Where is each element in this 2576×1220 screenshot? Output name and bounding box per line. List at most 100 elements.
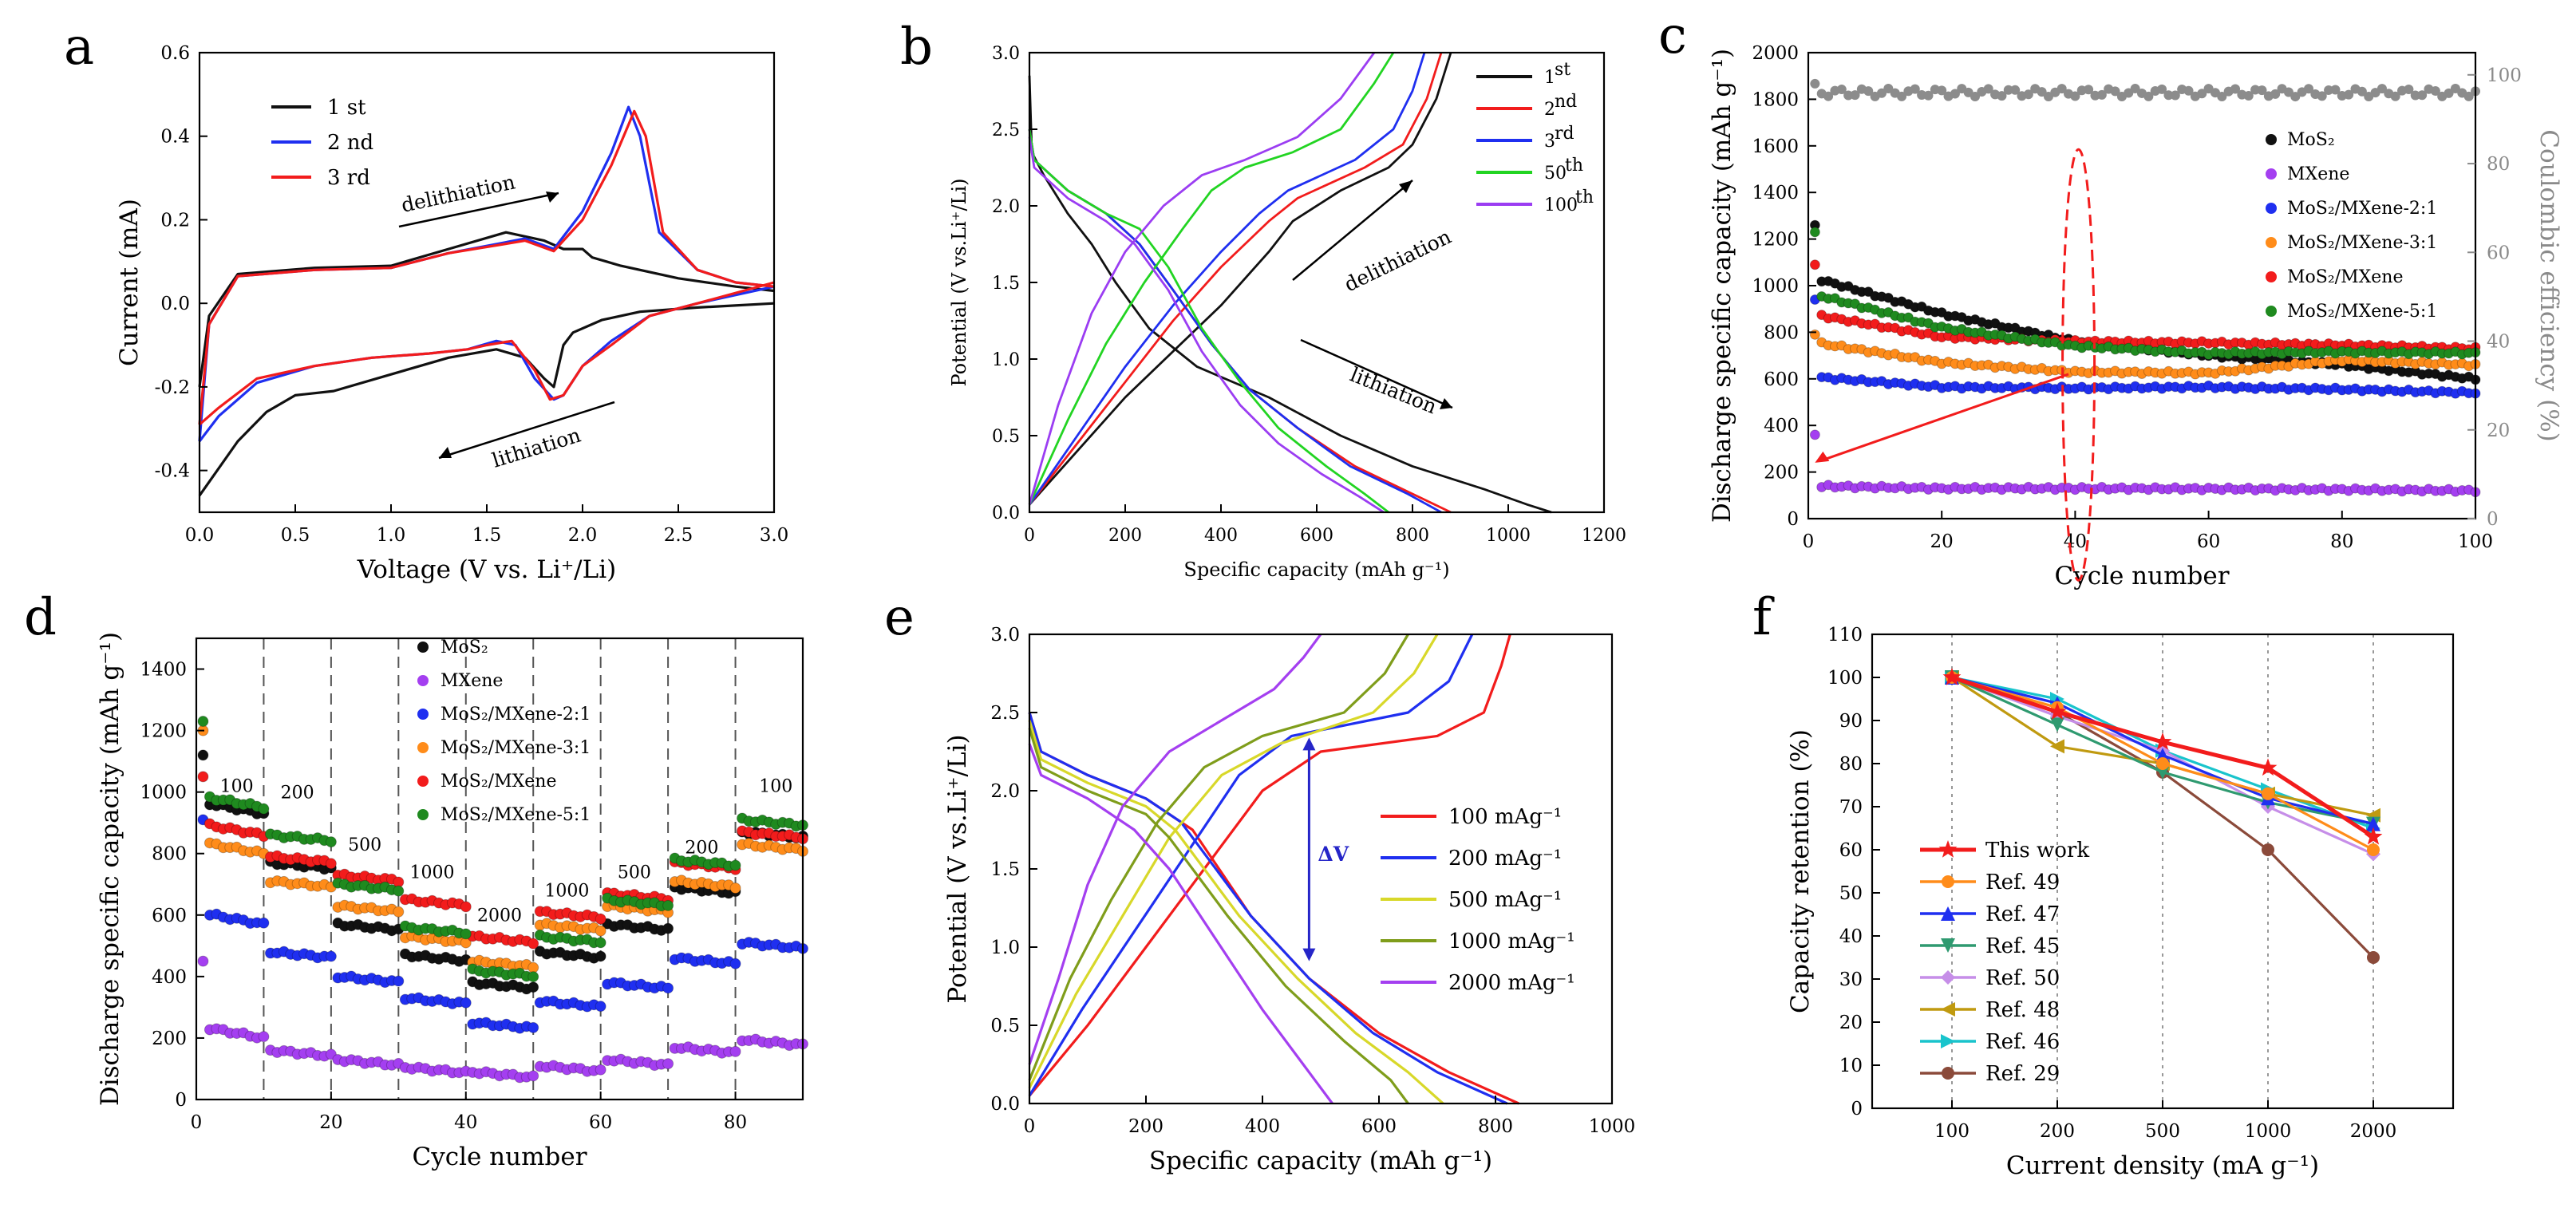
x-tick-label: 2.5 <box>664 525 693 546</box>
retention-point <box>2364 827 2383 845</box>
annotation-delithiation: delithiation <box>1341 225 1455 297</box>
x-tick-label: 2.0 <box>568 525 598 546</box>
x-tick-label: 80 <box>724 1112 747 1133</box>
rate-capacity-point <box>595 925 606 937</box>
rate-capacity-point <box>595 1064 606 1076</box>
retention-point <box>2262 787 2274 800</box>
ce-point <box>2130 84 2140 94</box>
x-tick-label: 100 <box>1934 1121 1970 1142</box>
x-tick-label: 600 <box>1361 1116 1397 1137</box>
rate-capacity-point <box>527 981 539 993</box>
charge-curve-4 <box>1028 52 1376 505</box>
legend-marker <box>2266 271 2277 282</box>
rate-label: 500 <box>348 835 381 855</box>
x-tick-label: 800 <box>1396 526 1429 546</box>
x-tick-label: 200 <box>2040 1121 2075 1142</box>
x-tick-label: 1200 <box>1582 526 1626 546</box>
discharge-curve-0 <box>1028 712 1519 1105</box>
legend-marker <box>417 742 429 753</box>
x-tick-label: 200 <box>1108 526 1142 546</box>
rate-capacity-point <box>197 771 209 783</box>
rate-capacity-point <box>197 955 209 967</box>
legend-label: MoS₂/MXene-2:1 <box>2287 199 2437 219</box>
legend-label: MoS₂/MXene-3:1 <box>441 738 591 758</box>
capacity-point <box>1809 259 1820 270</box>
y-tick-label: 0.0 <box>990 1094 1020 1115</box>
rate-capacity-point <box>197 716 209 728</box>
ce-point <box>1836 85 1847 95</box>
annotation-lithiation: lithiation <box>489 424 583 472</box>
y-tick-label: 1400 <box>140 660 187 681</box>
y-tick-label: 1200 <box>1752 230 1799 251</box>
legend-label: MoS₂/MXene-3:1 <box>2287 233 2437 253</box>
y-tick-label: 30 <box>1839 969 1863 990</box>
rate-capacity-point <box>595 913 606 925</box>
legend-label: 3 rd <box>327 166 370 190</box>
plot-frame <box>1871 633 2455 1110</box>
arrow-head <box>1302 948 1316 961</box>
rate-capacity-point <box>258 917 270 929</box>
charge-curve-2 <box>1028 52 1426 506</box>
x-tick-label: 60 <box>589 1112 612 1133</box>
y-tick-label: 100 <box>1827 668 1863 689</box>
panel-letter-b: b <box>900 18 933 77</box>
y-tick-label: 600 <box>1764 369 1799 390</box>
retention-point <box>2050 717 2064 732</box>
charge-curve-0 <box>1028 52 1452 506</box>
legend-label: MoS₂/MXene-5:1 <box>441 805 591 825</box>
rate-capacity-point <box>527 938 539 950</box>
legend-label: Ref. 29 <box>1985 1062 2060 1086</box>
annotation-delithiation: delithiation <box>399 170 517 217</box>
arrow-head <box>1440 398 1452 409</box>
panel-f-retention-chart: 100 200 500 1000 2000 0 10 20 30 40 50 60 70 80 90 100 1… <box>1786 625 2455 1180</box>
discharge-curve-4 <box>1028 743 1333 1104</box>
legend-marker <box>2266 134 2277 145</box>
highlight-arrow <box>1821 373 2069 462</box>
ce-point <box>1850 90 1860 101</box>
ce-point <box>1983 84 1993 94</box>
legend-label: Ref. 47 <box>1985 902 2060 926</box>
rate-label: 1000 <box>410 863 455 883</box>
x-tick-label: 1.0 <box>377 525 406 546</box>
legend-label: Ref. 46 <box>1985 1030 2060 1054</box>
retention-point <box>2262 843 2274 856</box>
y-tick-label: 2.5 <box>990 703 1020 724</box>
ce-point <box>2270 89 2281 99</box>
y-tick-label: 2.5 <box>992 120 1020 140</box>
x-axis-title: Voltage (V vs. Li⁺/Li) <box>357 555 616 584</box>
ce-point <box>2170 90 2180 101</box>
rate-capacity-point <box>460 928 472 940</box>
y2-tick-label: 100 <box>2487 65 2522 86</box>
y-tick-label: 50 <box>1839 883 1863 904</box>
legend-label: MoS₂/MXene <box>2287 267 2403 287</box>
y2-axis-title: Coulombic efficiency (%) <box>2535 129 2563 442</box>
legend-label: 100 mAg⁻¹ <box>1448 805 1562 829</box>
ce-point <box>2070 91 2080 101</box>
ce-point <box>2257 85 2267 96</box>
charge-curve-1 <box>1028 52 1443 506</box>
charge-curve-1 <box>1028 634 1474 1097</box>
y-tick-label: -0.2 <box>155 377 190 398</box>
panel-letter-c: c <box>1658 6 1687 65</box>
y-tick-label: 2.0 <box>990 781 1020 802</box>
ce-point <box>1863 86 1874 97</box>
y-tick-label: 2000 <box>1752 43 1799 64</box>
y-tick-label: 0.2 <box>160 210 190 231</box>
annotation-lithiation: lithiation <box>1347 363 1440 419</box>
rate-capacity-point <box>258 803 270 815</box>
legend-marker <box>2266 168 2277 180</box>
ce-point <box>1910 84 1920 94</box>
rate-capacity-point <box>258 1031 270 1043</box>
x-tick-label: 1000 <box>2245 1121 2292 1142</box>
x-axis-title: Cycle number <box>412 1143 587 1171</box>
y-tick-label: 0.0 <box>160 294 190 314</box>
rate-capacity-point <box>325 950 337 962</box>
y-tick-label: 800 <box>1764 322 1799 343</box>
rate-label: 1000 <box>544 882 589 902</box>
ce-point <box>2376 84 2387 94</box>
y-tick-label: 0 <box>1787 509 1799 530</box>
y-tick-label: 0.5 <box>990 1016 1020 1036</box>
charge-curve-0 <box>1028 634 1511 1097</box>
ce-point <box>1923 90 1934 101</box>
ce-point <box>2417 90 2428 101</box>
